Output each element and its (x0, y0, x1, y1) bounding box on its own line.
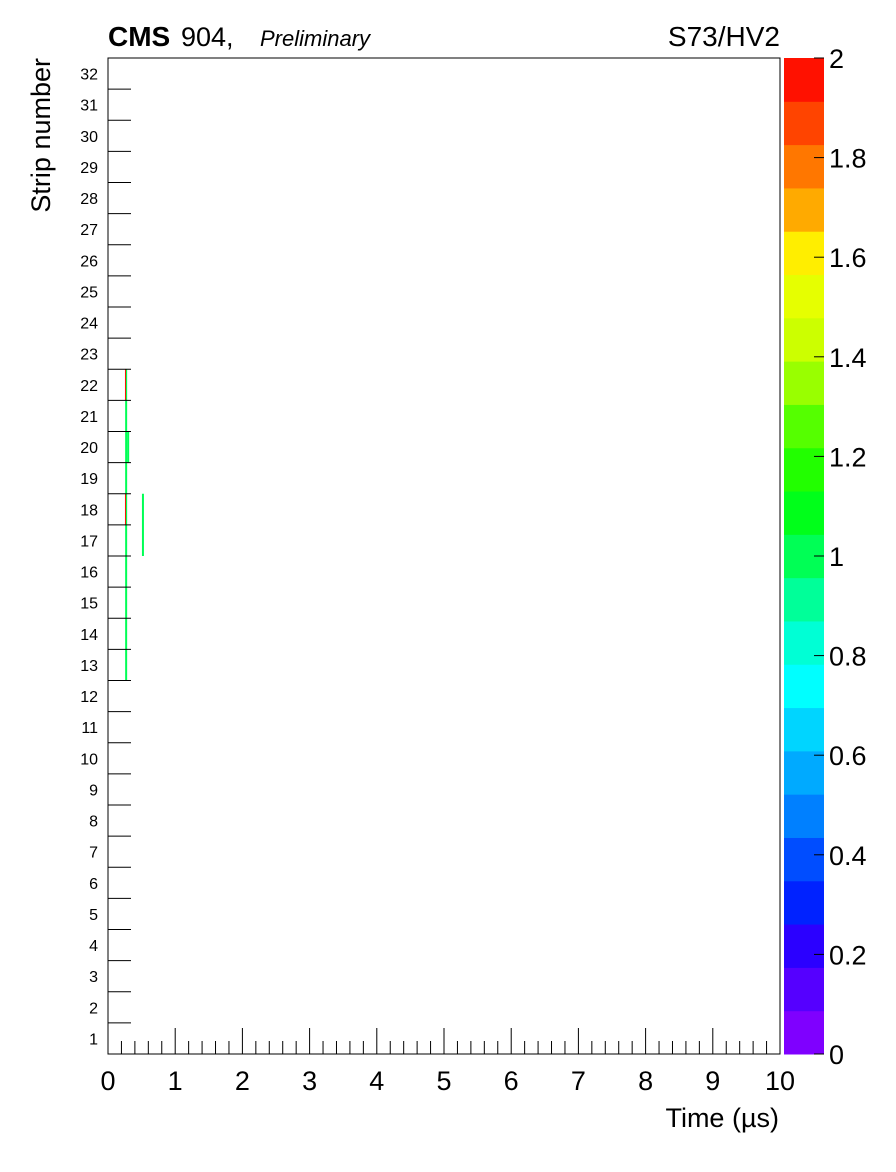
z-tick-label: 0 (829, 1040, 844, 1070)
z-tick-label: 2 (829, 44, 844, 74)
y-tick-label: 24 (80, 316, 98, 333)
run-tag: S73/HV2 (668, 21, 780, 52)
y-tick-label: 25 (80, 284, 98, 301)
palette-band (784, 361, 824, 405)
palette-band (784, 491, 824, 535)
z-tick-label: 1 (829, 542, 844, 572)
x-axis: 0 1 2 3 4 5 6 7 8 9 10 (100, 1028, 795, 1096)
x-tick-label: 2 (235, 1066, 250, 1096)
y-tick-label: 9 (89, 782, 98, 799)
palette-band (784, 187, 824, 232)
y-tick-label: 28 (80, 191, 98, 208)
y-tick-label: 10 (80, 751, 98, 768)
z-tick-label: 0.6 (829, 741, 867, 771)
palette-band (784, 620, 824, 665)
y-tick-label: 11 (81, 720, 98, 737)
palette-band (784, 447, 824, 492)
y-tick-label: 22 (80, 378, 98, 395)
preliminary-label: Preliminary (260, 26, 372, 51)
site-label: 904, (181, 22, 234, 52)
palette-band (784, 967, 824, 1012)
palette-band (784, 404, 824, 449)
palette-band (784, 750, 824, 795)
y-tick-label: 15 (80, 596, 98, 613)
z-tick-label: 0.4 (829, 841, 867, 871)
y-tick-label: 13 (80, 658, 98, 675)
x-tick-label: 7 (571, 1066, 586, 1096)
cms-label: CMS (108, 21, 170, 52)
x-tick-label: 6 (504, 1066, 519, 1096)
palette-band (784, 577, 824, 622)
y-tick-label: 29 (80, 160, 98, 177)
palette-band (784, 1010, 824, 1055)
y-axis: 1234567891011121314151617181920212223242… (80, 67, 131, 1048)
y-tick-label: 4 (89, 938, 98, 955)
y-tick-label: 7 (89, 845, 98, 862)
x-axis-title: Time (µs) (665, 1103, 779, 1133)
y-tick-label: 19 (80, 471, 98, 488)
y-tick-label: 32 (80, 67, 98, 84)
z-tick-label: 0.8 (829, 642, 867, 672)
y-tick-label: 6 (89, 876, 98, 893)
palette-band (784, 664, 824, 709)
y-tick-label: 21 (80, 409, 98, 426)
z-tick-label: 1.2 (829, 442, 867, 472)
palette-band (784, 837, 824, 882)
y-tick-label: 31 (80, 98, 98, 115)
x-tick-label: 8 (638, 1066, 653, 1096)
y-tick-label: 20 (80, 440, 98, 457)
y-tick-label: 5 (89, 907, 98, 924)
x-tick-label: 10 (765, 1066, 795, 1096)
y-tick-label: 18 (80, 502, 98, 519)
palette-band (784, 317, 824, 362)
palette-band (784, 924, 824, 968)
palette-band (784, 101, 824, 146)
x-tick-label: 3 (302, 1066, 317, 1096)
plot-frame (107, 57, 781, 1055)
x-tick-label: 0 (100, 1066, 115, 1096)
palette-band (784, 274, 824, 319)
y-tick-label: 17 (80, 533, 98, 550)
z-tick-label: 1.4 (829, 343, 867, 373)
y-tick-label: 8 (89, 814, 98, 831)
palette-band (784, 794, 824, 838)
z-tick-label: 1.6 (829, 243, 867, 273)
y-tick-label: 16 (80, 565, 98, 582)
y-tick-label: 1 (89, 1031, 98, 1048)
palette-band (784, 880, 824, 925)
x-tick-label: 1 (168, 1066, 183, 1096)
y-tick-label: 3 (89, 969, 98, 986)
x-tick-label: 4 (369, 1066, 384, 1096)
y-tick-label: 30 (80, 129, 98, 146)
palette-band (784, 58, 824, 102)
x-tick-label: 5 (436, 1066, 451, 1096)
y-axis-title: Strip number (26, 58, 56, 213)
palette-band (784, 231, 824, 276)
y-tick-label: 26 (80, 253, 98, 270)
z-tick-label: 1.8 (829, 144, 867, 174)
y-tick-label: 2 (89, 1000, 98, 1017)
y-tick-label: 27 (80, 222, 98, 239)
z-tick-label: 0.2 (829, 940, 867, 970)
y-tick-label: 12 (80, 689, 98, 706)
palette-band (784, 707, 824, 752)
x-tick-label: 9 (705, 1066, 720, 1096)
palette-band (784, 144, 824, 189)
y-tick-label: 23 (80, 347, 98, 364)
y-tick-label: 14 (80, 627, 98, 644)
color-scale: 0 0.2 0.4 0.6 0.8 1 1.2 1.4 1.6 1.8 2 (784, 44, 867, 1070)
